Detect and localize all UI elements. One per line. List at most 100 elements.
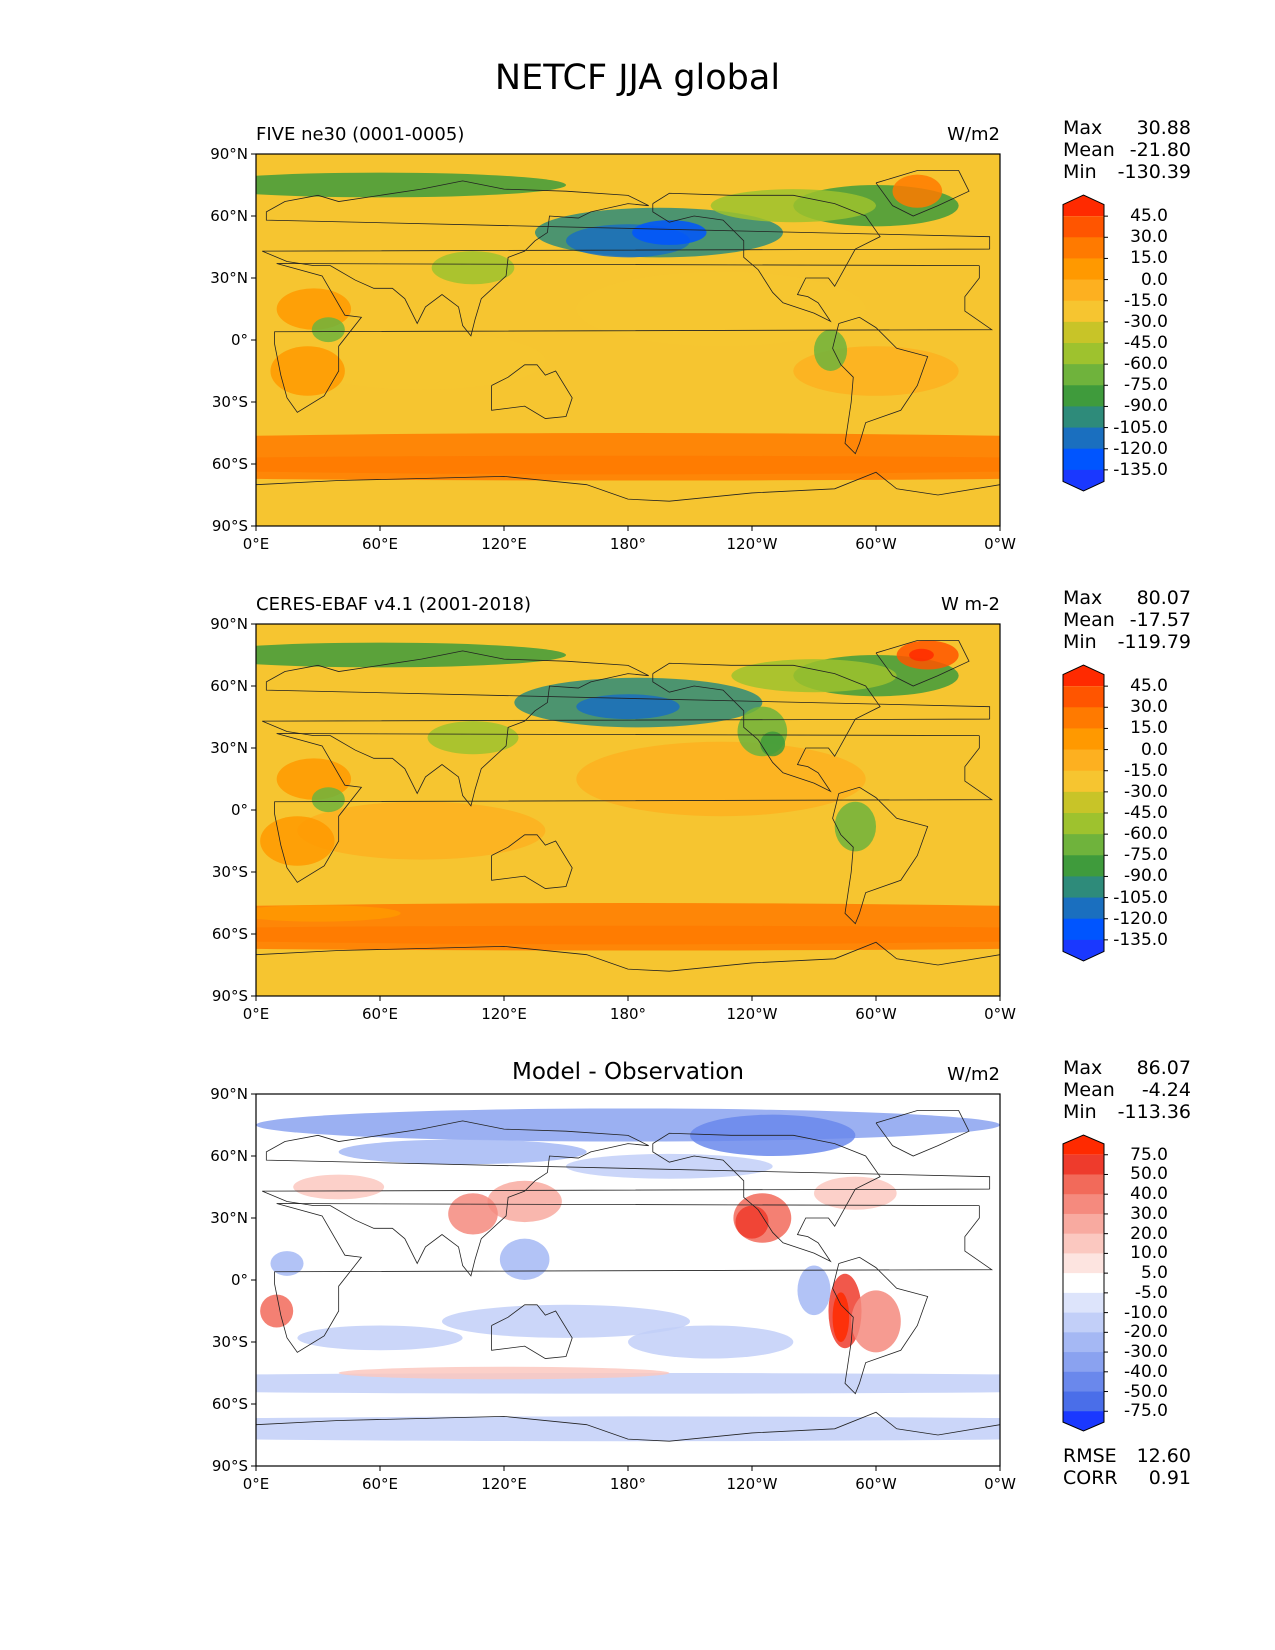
colorbar-segment — [1063, 855, 1104, 877]
lat-tick-label: 90°S — [211, 517, 248, 535]
lat-tick-label: 30°S — [211, 863, 248, 881]
stat-rmse: RMSE 12.60 — [1063, 1445, 1191, 1467]
coastline — [875, 1110, 970, 1157]
contour-region — [632, 220, 707, 245]
colorbar-segment — [1063, 1154, 1104, 1175]
lon-tick-label: 120°W — [726, 535, 778, 553]
contour-region — [814, 329, 848, 372]
colorbar-segment — [1063, 321, 1104, 344]
lon-tick-label: 120°E — [481, 535, 527, 553]
contour-region — [256, 905, 401, 922]
colorbar-segment — [1063, 834, 1104, 856]
lon-tick-label: 60°W — [855, 1005, 897, 1023]
lon-tick-label: 0°W — [984, 1475, 1016, 1493]
colorbar-segment — [1063, 1352, 1104, 1373]
map-panel-3 — [251, 1093, 1001, 1471]
colorbar-segment — [1063, 343, 1104, 365]
colorbar-label: 50.0 — [1130, 1164, 1168, 1185]
contour-region — [431, 251, 515, 285]
panel-3-extra-stats: RMSE 12.60 CORR 0.91 — [1063, 1445, 1191, 1489]
coastline — [832, 1256, 929, 1395]
contour-region — [834, 801, 876, 852]
colorbar-label: -105.0 — [1113, 417, 1168, 438]
contour-region — [297, 331, 546, 390]
colorbar-segment — [1063, 665, 1104, 687]
coastline — [274, 1203, 994, 1353]
colorbar-label: -120.0 — [1113, 908, 1168, 929]
contour-region — [576, 271, 866, 347]
panel-1-title: FIVE ne30 (0001-0005) — [256, 124, 465, 145]
panel-2-units: W m-2 — [940, 594, 1000, 615]
coastline — [491, 364, 573, 419]
colorbar-label: 0.0 — [1140, 739, 1168, 760]
colorbar-segment — [1063, 749, 1104, 772]
coastline — [256, 471, 1000, 502]
contour-region — [427, 721, 519, 755]
contour-region — [297, 1325, 463, 1351]
lat-tick-label: 0° — [230, 1271, 248, 1289]
contour-region — [851, 1290, 901, 1353]
contour-region — [256, 172, 566, 198]
contour-region — [256, 642, 566, 668]
colorbar-label: -30.0 — [1124, 781, 1168, 802]
coastline — [262, 1120, 991, 1277]
lat-tick-label: 60°N — [210, 677, 248, 695]
contour-region — [442, 1304, 690, 1338]
coastline — [256, 941, 1000, 972]
colorbar-label: -15.0 — [1124, 760, 1168, 781]
contour-region — [814, 1176, 897, 1210]
contour-region — [293, 1174, 385, 1200]
colorbar-2 — [1062, 664, 1108, 962]
colorbar-segment — [1063, 707, 1104, 729]
colorbar-segment — [1063, 216, 1104, 238]
stat-min: Min -119.79 — [1063, 631, 1191, 653]
contour-region — [731, 659, 897, 693]
contour-region — [338, 1139, 587, 1165]
contour-region — [256, 455, 1000, 481]
contour-region — [256, 1416, 1000, 1442]
contour-region — [260, 1294, 294, 1328]
stat-corr: CORR 0.91 — [1063, 1467, 1191, 1489]
colorbar-label: -45.0 — [1124, 803, 1168, 823]
lat-tick-label: 90°S — [211, 1457, 248, 1475]
lat-tick-label: 0° — [230, 331, 248, 349]
colorbar-segment — [1063, 918, 1104, 941]
colorbar-label: 20.0 — [1130, 1223, 1168, 1244]
colorbar-label: -30.0 — [1124, 1342, 1168, 1363]
colorbar-label: -30.0 — [1124, 311, 1168, 332]
colorbar-segment — [1063, 1253, 1104, 1274]
colorbar-label: -90.0 — [1124, 866, 1168, 887]
coastline — [875, 640, 970, 687]
contour-region — [566, 1153, 773, 1179]
colorbar-segment — [1063, 876, 1104, 899]
colorbar-label: -135.0 — [1113, 929, 1168, 950]
colorbar-label: -60.0 — [1124, 354, 1168, 375]
colorbar-label: -75.0 — [1124, 375, 1168, 396]
stat-mean: Mean -17.57 — [1063, 609, 1191, 631]
lon-tick-label: 180° — [609, 1475, 647, 1493]
colorbar-label: 30.0 — [1130, 1203, 1168, 1224]
colorbar-label: -90.0 — [1124, 396, 1168, 417]
lon-tick-label: 60°E — [361, 1475, 399, 1493]
contour-region — [832, 1292, 850, 1342]
lon-tick-label: 120°W — [726, 1475, 778, 1493]
panel-2-title: CERES-EBAF v4.1 (2001-2018) — [256, 594, 532, 615]
colorbar-label: -40.0 — [1124, 1361, 1168, 1382]
colorbar-segment — [1063, 448, 1104, 471]
colorbar-label: 75.0 — [1130, 1144, 1168, 1165]
colorbar-segment — [1063, 300, 1104, 323]
colorbar-label: 15.0 — [1130, 248, 1168, 269]
coastline — [875, 170, 970, 217]
colorbar-label: -135.0 — [1113, 459, 1168, 480]
colorbar-segment — [1063, 385, 1104, 407]
lat-tick-label: 90°N — [210, 145, 248, 163]
stat-min: Min -113.36 — [1063, 1101, 1191, 1123]
coastline — [274, 733, 994, 883]
contour-region — [260, 816, 335, 866]
panel-1-units: W/m2 — [947, 124, 1000, 145]
contour-region — [797, 1265, 831, 1316]
contour-region — [576, 694, 680, 720]
colorbar-label: -45.0 — [1124, 333, 1168, 353]
colorbar-segment — [1063, 728, 1104, 751]
